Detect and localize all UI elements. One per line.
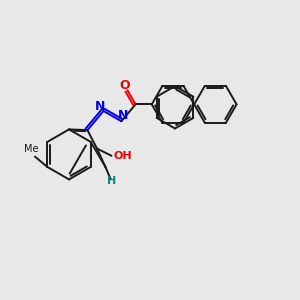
Text: OH: OH <box>114 151 133 161</box>
Text: Me: Me <box>24 144 39 154</box>
Text: N: N <box>95 100 105 113</box>
Text: N: N <box>118 110 128 122</box>
Text: O: O <box>120 80 130 92</box>
Text: H: H <box>107 176 117 187</box>
